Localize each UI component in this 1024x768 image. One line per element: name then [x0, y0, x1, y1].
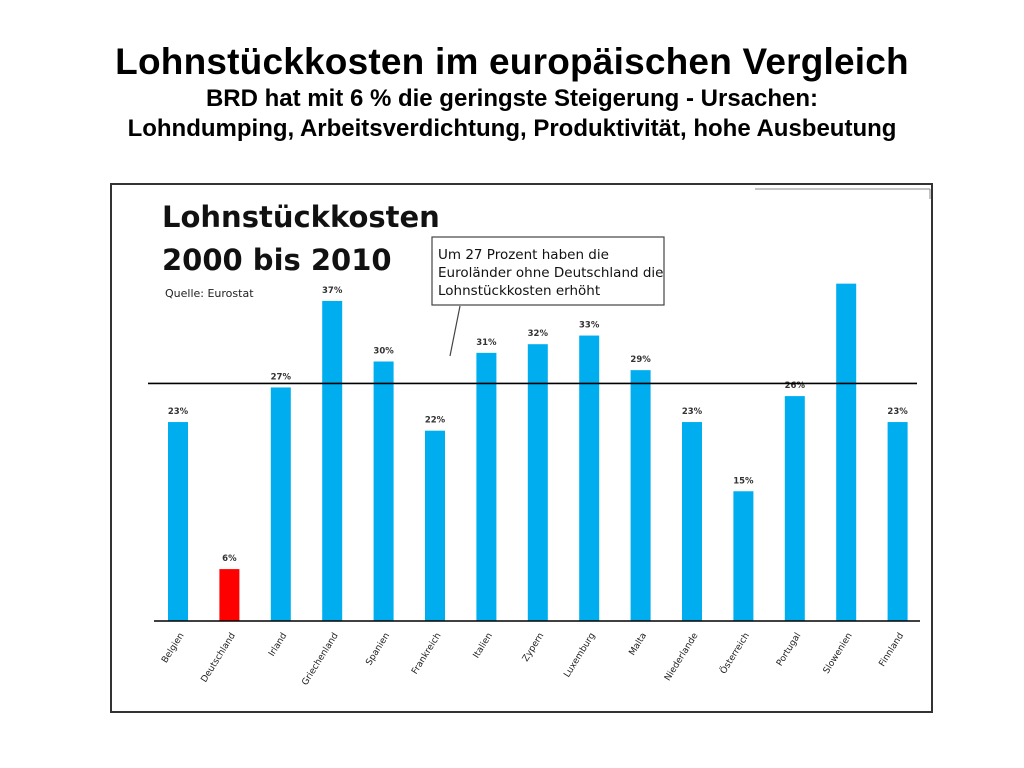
bar-belgien: [168, 422, 188, 621]
chart-frame: Lohnstückkosten 2000 bis 2010 Quelle: Eu…: [110, 183, 933, 713]
chart-title-line2: 2000 bis 2010: [162, 243, 392, 277]
tick-label-griechenland: Griechenland: [300, 631, 340, 687]
annotation-line-1: Um 27 Prozent haben die: [438, 247, 609, 263]
tick-label-malta: Malta: [628, 631, 650, 657]
tick-label-slowenien: Slowenien: [822, 631, 855, 675]
data-label-niederlande: 23%: [682, 407, 703, 417]
data-label-zypern: 32%: [528, 329, 549, 339]
tick-label-portugal: Portugal: [775, 631, 803, 668]
bar-irland: [270, 387, 291, 621]
slide-subtitle-line2: Lohndumping, Arbeitsverdichtung, Produkt…: [127, 115, 897, 142]
tick-label-belgien: Belgien: [160, 631, 186, 665]
tick-label-niederlande: Niederlande: [663, 631, 701, 683]
slide-header: Lohnstückkosten im europäischen Vergleic…: [0, 40, 1024, 144]
bar-finnland: [887, 422, 908, 621]
annotation-callout: Um 27 Prozent haben die Euroländer ohne …: [431, 236, 665, 357]
data-label-osterreich: 15%: [733, 476, 754, 486]
tick-label-osterreich: Österreich: [718, 631, 752, 676]
bar-frankreich: [425, 430, 445, 621]
bar-luxemburg: [579, 335, 600, 621]
data-label-griechenland: 37%: [322, 286, 343, 296]
bar-deutschland: [219, 569, 240, 621]
data-label-portugal: 26%: [785, 381, 806, 391]
tick-label-zypern: Zypern: [521, 631, 546, 663]
tick-label-spanien: Spanien: [364, 631, 392, 667]
data-label-finnland: 23%: [887, 407, 908, 417]
slide-title: Lohnstückkosten im europäischen Vergleic…: [115, 41, 909, 82]
tick-label-frankreich: Frankreich: [410, 631, 443, 676]
bar-italien: [476, 352, 497, 621]
data-labels: 23% 6% 27% 37% 30% 22% 31% 32% 33% 29% 23% 15% 26% 23…: [168, 286, 908, 564]
annotation-line-3: Lohnstückkosten erhöht: [438, 283, 600, 299]
annotation-line-2: Euroländer ohne Deutschland die: [438, 265, 664, 281]
tick-label-luxemburg: Luxemburg: [562, 631, 597, 679]
tick-label-italien: Italien: [472, 631, 495, 660]
bar-zypern: [527, 344, 548, 621]
tick-label-irland: Irland: [267, 631, 289, 658]
bar-niederlande: [682, 422, 702, 621]
bar-chart: Lohnstückkosten 2000 bis 2010 Quelle: Eu…: [148, 188, 931, 688]
slide-subtitle-line1: BRD hat mit 6 % die geringste Steigerung…: [205, 85, 819, 112]
data-label-malta: 29%: [630, 355, 651, 365]
bars: [168, 283, 908, 621]
tick-label-deutschland: Deutschland: [200, 631, 238, 684]
data-label-belgien: 23%: [168, 407, 189, 417]
data-label-spanien: 30%: [373, 347, 394, 357]
bar-portugal: [784, 396, 805, 621]
bar-griechenland: [322, 300, 343, 621]
chart-source: Quelle: Eurostat: [165, 287, 254, 300]
x-tick-labels: Belgien Deutschland Irland Griechenland Span…: [160, 631, 906, 688]
data-label-frankreich: 22%: [425, 416, 446, 426]
bar-osterreich: [733, 491, 754, 621]
bar-spanien: [373, 361, 394, 621]
tick-label-finnland: Finnland: [878, 631, 907, 668]
annotation-pointer: [449, 305, 461, 357]
data-label-italien: 31%: [476, 338, 497, 348]
annotation-box: [431, 236, 665, 306]
data-label-irland: 27%: [271, 372, 292, 382]
data-label-luxemburg: 33%: [579, 321, 600, 331]
chart-title-line1: Lohnstückkosten: [162, 200, 440, 234]
bar-malta: [630, 370, 651, 621]
data-label-deutschland: 6%: [222, 554, 237, 564]
bar-slowenien: [836, 283, 857, 621]
